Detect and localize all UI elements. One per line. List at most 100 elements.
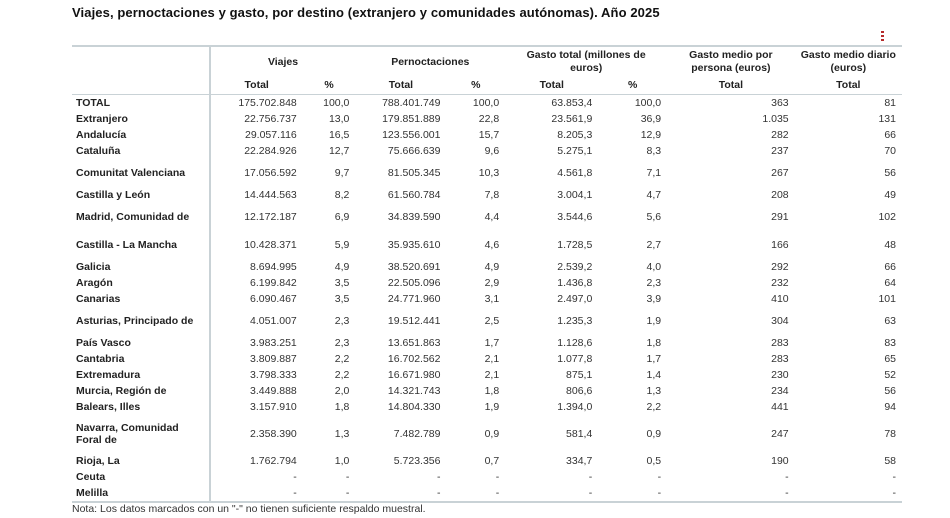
- row-label: Extranjero: [72, 111, 211, 127]
- table-cell: 190: [771, 455, 789, 467]
- table-cell: -: [355, 485, 447, 503]
- table-cell: 61.560.784: [387, 189, 441, 201]
- table-cell: 9,7: [334, 167, 350, 179]
- table-cell: 4,6: [484, 239, 500, 251]
- table-cell: 4.051.007: [250, 315, 297, 327]
- table-cell: 875,1: [566, 369, 593, 381]
- table-cell: 15,7: [478, 129, 500, 141]
- table-cell: 3,5: [334, 293, 350, 305]
- table-row: Balears, Illes 3.157.910 1,8 14.804.330 1,9 1…: [72, 399, 902, 415]
- table-cell: -: [892, 471, 897, 483]
- table-cell: -: [794, 485, 902, 503]
- table-cell: 4,4: [484, 211, 500, 223]
- table-cell: 56: [884, 167, 896, 179]
- table-cell: 1.077,8: [557, 353, 593, 365]
- table-row: Extranjero 22.756.737 13,0 179.851.889 22,8 2…: [72, 111, 902, 127]
- header-gasto-medio-diario: Gasto medio diario (euros): [794, 45, 902, 77]
- table-cell: 3,1: [484, 293, 500, 305]
- table-cell: 247: [771, 428, 789, 440]
- table-cell: 3.544,6: [557, 211, 593, 223]
- table-cell: 2,3: [646, 277, 662, 289]
- row-label: Galicia: [72, 259, 211, 275]
- table-cell: 65: [884, 353, 896, 365]
- header-gasto-total: Gasto total (millones de euros): [505, 45, 668, 77]
- table-cell: 100,0: [634, 97, 662, 109]
- table-cell: -: [657, 471, 662, 483]
- table-cell: -: [598, 485, 668, 503]
- table-cell: 75.666.639: [387, 145, 441, 157]
- subheader: Total: [667, 77, 795, 95]
- row-label: Asturias, Principado de: [72, 307, 211, 335]
- table-cell: 14.444.563: [244, 189, 297, 201]
- table-cell: 22.505.096: [387, 277, 441, 289]
- table-cell: 66: [884, 129, 896, 141]
- table-cell: -: [302, 485, 356, 503]
- table-cell: 232: [771, 277, 789, 289]
- table-row: Castilla - La Mancha 10.428.371 5,9 35.935.…: [72, 231, 902, 259]
- table-cell: 230: [771, 369, 789, 381]
- table-cell: 441: [771, 401, 789, 413]
- table-cell: 5,9: [334, 239, 350, 251]
- table-cell: 166: [771, 239, 789, 251]
- table-cell: 12,9: [640, 129, 662, 141]
- table-cell: 1.394,0: [557, 401, 593, 413]
- table-cell: -: [505, 485, 599, 503]
- table-row: Galicia 8.694.995 4,9 38.520.691 4,9 2.539,2 4…: [72, 259, 902, 275]
- table-cell: 52: [884, 369, 896, 381]
- table-row: Ceuta - - - - - - - -: [72, 469, 902, 485]
- table-cell: 8,3: [646, 145, 662, 157]
- table-cell: 4,7: [646, 189, 662, 201]
- table-cell: 3.798.333: [250, 369, 297, 381]
- table-cell: 282: [771, 129, 789, 141]
- data-table: Viajes Pernoctaciones Gasto total (millo…: [72, 45, 902, 503]
- table-row: Murcia, Región de 3.449.888 2,0 14.321.743 1…: [72, 383, 902, 399]
- table-cell: 1,8: [334, 401, 350, 413]
- table-cell: 2,5: [484, 315, 500, 327]
- table-cell: 17.056.592: [244, 167, 297, 179]
- header-viajes: Viajes: [209, 45, 356, 77]
- vertical-dots-menu-icon[interactable]: [881, 31, 884, 42]
- table-cell: 6.199.842: [250, 277, 297, 289]
- table-cell: 8.694.995: [250, 261, 297, 273]
- table-cell: 0,5: [646, 455, 662, 467]
- table-cell: 2,9: [484, 277, 500, 289]
- row-label: Canarias: [72, 291, 211, 307]
- table-cell: 22.756.737: [244, 113, 297, 125]
- table-cell: 234: [771, 385, 789, 397]
- table-cell: 2,2: [334, 369, 350, 381]
- table-row: Canarias 6.090.467 3,5 24.771.960 3,1 2.497,0…: [72, 291, 902, 307]
- table-cell: 1,9: [484, 401, 500, 413]
- table-cell: 283: [771, 337, 789, 349]
- table-cell: 291: [771, 211, 789, 223]
- table-cell: 2,2: [646, 401, 662, 413]
- table-cell: 788.401.749: [382, 97, 441, 109]
- table-cell: 2,0: [334, 385, 350, 397]
- table-cell: 4,9: [484, 261, 500, 273]
- table-cell: 3.157.910: [250, 401, 297, 413]
- table-cell: 1.035: [762, 113, 789, 125]
- table-cell: -: [446, 485, 506, 503]
- table-row: Aragón 6.199.842 3,5 22.505.096 2,9 1.436,8 2,…: [72, 275, 902, 291]
- table-cell: -: [436, 471, 441, 483]
- table-cell: 102: [878, 211, 896, 223]
- table-cell: 4,9: [334, 261, 350, 273]
- table-cell: 100,0: [472, 97, 500, 109]
- table-cell: 3.004,1: [557, 189, 593, 201]
- table-cell: 1,8: [484, 385, 500, 397]
- table-cell: 66: [884, 261, 896, 273]
- table-row: Extremadura 3.798.333 2,2 16.671.980 2,1 875,…: [72, 367, 902, 383]
- table-cell: 34.839.590: [387, 211, 441, 223]
- table-row: País Vasco 3.983.251 2,3 13.651.863 1,7 1.128…: [72, 335, 902, 351]
- table-row: Cataluña 22.284.926 12,7 75.666.639 9,6 5.275…: [72, 143, 902, 159]
- table-cell: 0,9: [646, 428, 662, 440]
- table-row: Navarra, Comunidad Foral de 2.358.390 1,3 7…: [72, 415, 902, 453]
- table-cell: 16.671.980: [387, 369, 441, 381]
- table-cell: -: [209, 485, 303, 503]
- table-cell: 363: [771, 97, 789, 109]
- table-cell: 5.723.356: [393, 455, 441, 467]
- page-title: Viajes, pernoctaciones y gasto, por dest…: [72, 5, 660, 20]
- table-cell: 1,4: [646, 369, 662, 381]
- table-cell: -: [293, 471, 297, 483]
- table-cell: 64: [884, 277, 896, 289]
- table-cell: 10.428.371: [244, 239, 297, 251]
